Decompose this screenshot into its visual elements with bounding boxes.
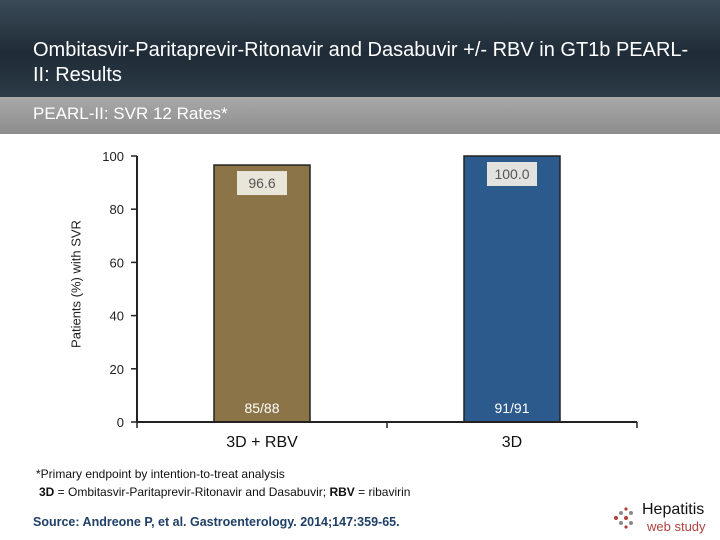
x-tick-label-1: 3D + RBV xyxy=(226,434,298,451)
bar-chart: 96.6 85/88 3D + RBV 100.0 91/91 3D 0 20 40 60 80 10… xyxy=(102,149,638,451)
footnote-abbreviations: 3D = Ombitasvir-Paritaprevir-Ritonavir a… xyxy=(39,485,410,499)
slide-title: Ombitasvir-Paritaprevir-Ritonavir and Da… xyxy=(33,39,689,86)
bar-value-label-2: 100.0 xyxy=(494,166,529,182)
bar-value-label-1: 96.6 xyxy=(248,175,275,191)
y-tick-label-20: 20 xyxy=(110,362,124,377)
logo-dots-icon xyxy=(614,507,633,529)
y-tick-label-0: 0 xyxy=(117,415,124,430)
x-tick-label-2: 3D xyxy=(502,434,522,451)
logo-text-web-study: web study xyxy=(647,519,706,534)
bar-2 xyxy=(463,155,561,423)
footnote-def-3d: = Ombitasvir-Paritaprevir-Ritonavir and … xyxy=(54,485,330,499)
bar-value-box-2 xyxy=(487,162,537,186)
logo-text-hepatitis: Hepatitis xyxy=(642,501,705,518)
source-citation: Source: Andreone P, et al. Gastroenterol… xyxy=(33,515,400,529)
footnote-abbr-3d: 3D xyxy=(39,485,55,499)
bar-value-box-1 xyxy=(237,171,287,196)
header-banner: Ombitasvir-Paritaprevir-Ritonavir and Da… xyxy=(0,0,720,97)
bar-count-label-1: 85/88 xyxy=(244,400,279,416)
footnote-primary-endpoint: *Primary endpoint by intention-to-treat … xyxy=(36,467,285,481)
y-tick-label-60: 60 xyxy=(110,255,124,270)
hepatitis-web-study-logo: Hepatitis web study xyxy=(612,500,716,536)
slide-subtitle: PEARL-II: SVR 12 Rates* xyxy=(33,104,228,123)
bar-count-label-2: 91/91 xyxy=(494,400,529,416)
y-tick-label-80: 80 xyxy=(110,202,124,217)
y-tick-label-100: 100 xyxy=(102,149,124,164)
subheader-bar: PEARL-II: SVR 12 Rates* xyxy=(0,97,720,134)
y-tick-label-40: 40 xyxy=(110,309,124,324)
bar-1 xyxy=(213,164,311,423)
footnote-abbr-rbv: RBV xyxy=(329,485,355,499)
footnote-def-rbv: = ribavirin xyxy=(354,485,411,499)
